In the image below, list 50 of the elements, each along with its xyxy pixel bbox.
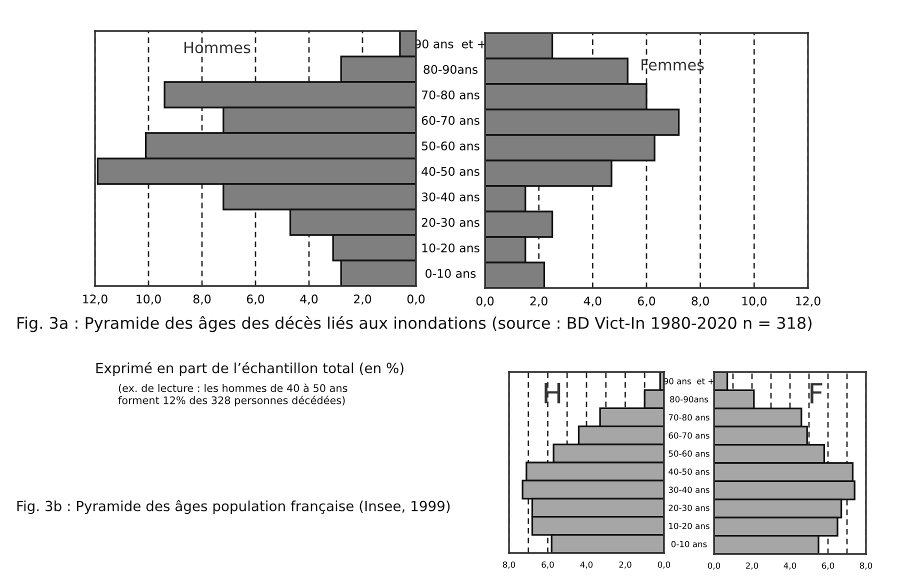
- y-tick-label: 10-20 ans: [669, 522, 710, 530]
- y-tick-label: 80-90ans: [424, 64, 478, 74]
- x-tick-label: 4,0: [300, 294, 318, 305]
- x-tick-label: 0,0: [658, 561, 670, 569]
- x-tick-label: 2,0: [354, 294, 372, 305]
- x-tick-label: 2,0: [619, 561, 632, 569]
- caption: Fig. 3a : Pyramide des âges des décès liés aux inondations (source : BD Vict-In 1980-2020 n = 318): [18, 316, 812, 332]
- x-tick-label: 10,0: [742, 296, 767, 307]
- y-tick-label: 0-10 ans: [671, 540, 707, 548]
- y-tick-label: 50-60 ans: [668, 450, 710, 457]
- y-tick-label: 60-70 ans: [668, 432, 710, 439]
- y-tick-label: 60-70 ans: [422, 116, 480, 125]
- y-tick-label: 30-40 ans: [422, 192, 480, 202]
- y-tick-label: 20-30 ans: [422, 218, 480, 227]
- x-tick-label: 6,0: [246, 294, 264, 305]
- y-tick-label: 70-80 ans: [668, 414, 710, 421]
- y-tick-label: 30-40 ans: [668, 486, 710, 493]
- x-tick-label: 2,0: [746, 562, 758, 570]
- x-tick-label: 0,0: [407, 294, 425, 305]
- y-tick-label: 40-50 ans: [422, 166, 480, 176]
- annotation: F: [810, 383, 822, 404]
- x-tick-label: 6,0: [822, 562, 834, 570]
- annotation: H: [544, 382, 560, 404]
- y-tick-label: 20-30 ans: [668, 504, 710, 512]
- y-tick-label: 0-10 ans: [426, 268, 476, 278]
- x-tick-label: 0,0: [708, 562, 720, 570]
- y-tick-label: 80-90ans: [670, 396, 708, 402]
- x-tick-label: 8,0: [860, 562, 872, 570]
- x-tick-label: 12,0: [83, 294, 108, 305]
- y-tick-label: 70-80 ans: [422, 90, 480, 100]
- x-tick-label: 4,0: [784, 562, 796, 570]
- x-tick-label: 4,0: [580, 561, 593, 569]
- x-tick-label: 12,0: [796, 296, 820, 307]
- caption: Fig. 3b : Pyramide des âges population française (Insee, 1999): [17, 500, 450, 514]
- x-tick-label: 0,0: [476, 296, 494, 307]
- x-tick-label: 8,0: [502, 561, 516, 569]
- y-tick-label: 50-60 ans: [422, 141, 480, 150]
- x-tick-label: 6,0: [542, 561, 554, 569]
- x-tick-label: 6,0: [638, 296, 656, 307]
- text: Exprimé en part de l’échantillon total (en %): [96, 362, 404, 376]
- annotation: Femmes: [642, 59, 704, 71]
- x-tick-label: 10,0: [136, 294, 161, 305]
- text: (ex. de lecture : les hommes de 40 à 50 ans forment 12% des 328 personnes décédées): [118, 384, 348, 406]
- x-tick-label: 8,0: [692, 296, 709, 307]
- y-tick-label: 10-20 ans: [422, 243, 480, 252]
- x-tick-label: 4,0: [584, 296, 602, 307]
- annotation: Hommes: [184, 42, 250, 54]
- x-tick-label: 8,0: [193, 294, 211, 305]
- y-tick-label: 40-50 ans: [668, 468, 710, 475]
- x-tick-label: 2,0: [530, 296, 548, 307]
